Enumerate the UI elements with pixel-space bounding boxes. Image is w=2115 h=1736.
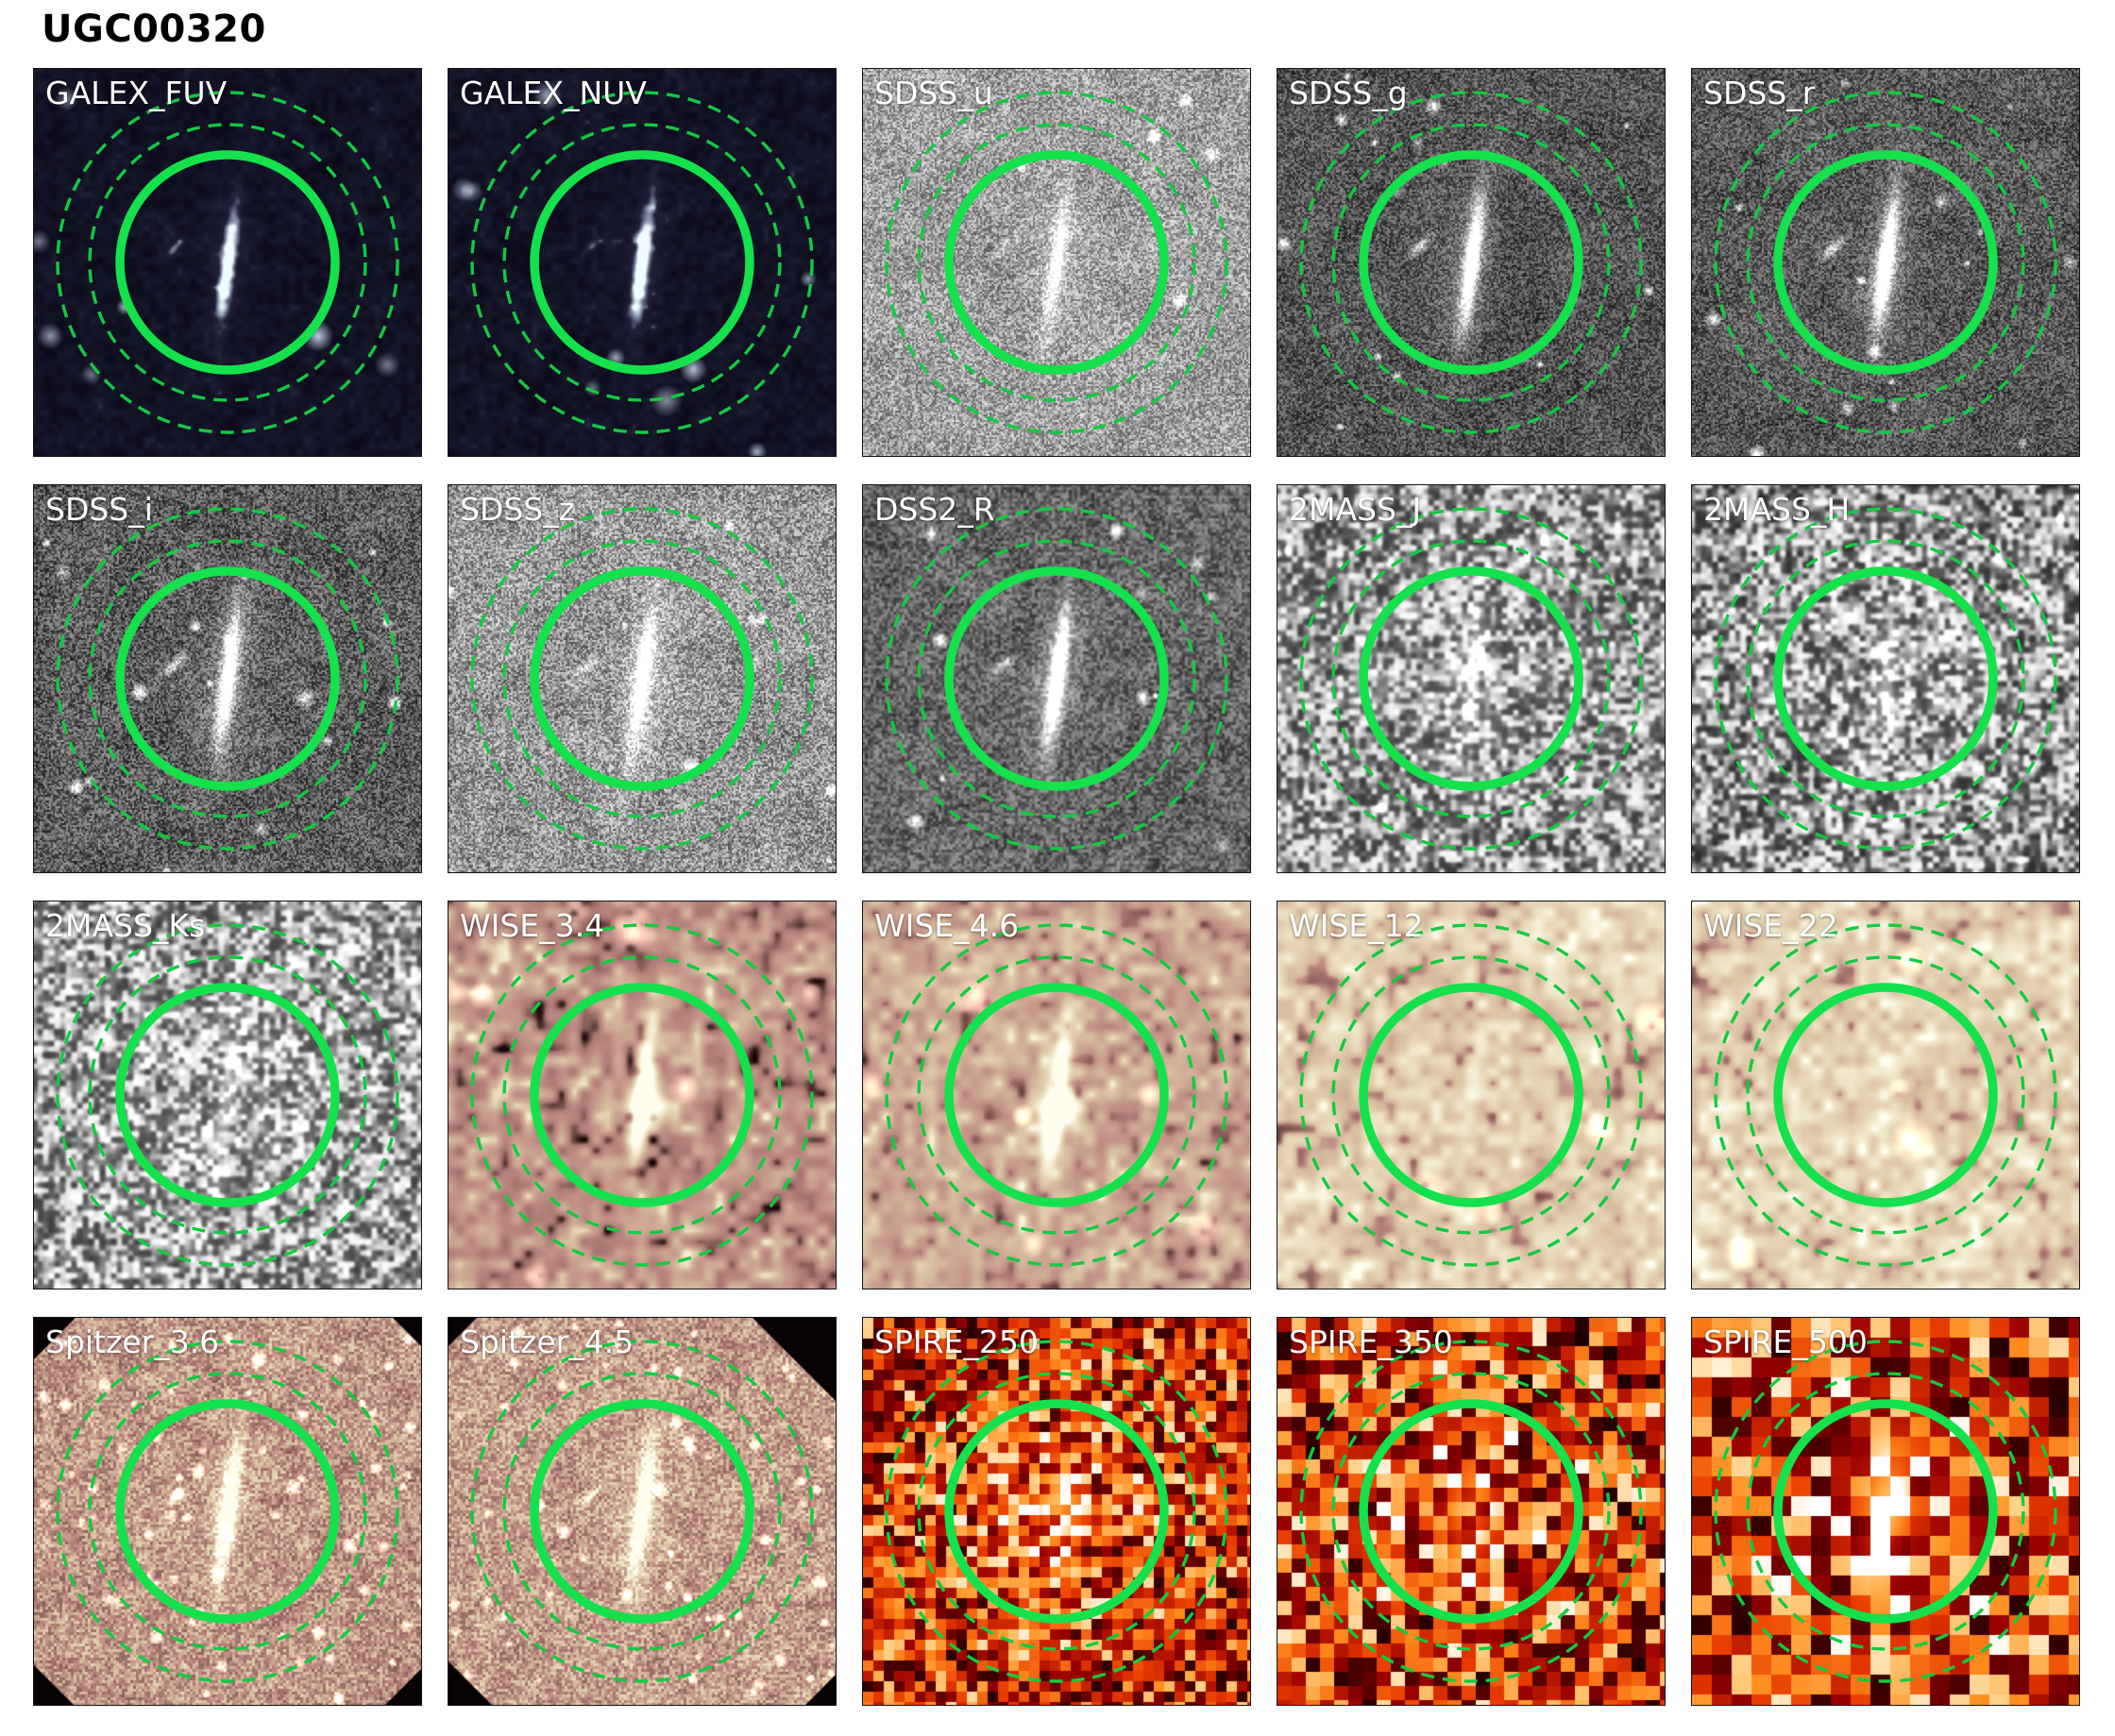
- panel-2MASS_J: 2MASS_J: [1277, 484, 1666, 873]
- sky-image-canvas: [448, 902, 836, 1289]
- band-label: WISE_22: [1703, 907, 1838, 944]
- band-label: WISE_4.6: [874, 907, 1020, 944]
- sky-image-canvas: [1692, 485, 2079, 872]
- panel-WISE_3.4: WISE_3.4: [448, 901, 837, 1289]
- panel-SDSS_g: SDSS_g: [1277, 68, 1666, 457]
- panel-DSS2_R: DSS2_R: [862, 484, 1251, 873]
- band-label: WISE_12: [1289, 907, 1424, 944]
- figure-title: UGC00320: [42, 8, 266, 51]
- band-label: SDSS_z: [460, 491, 576, 528]
- band-label: Spitzer_3.6: [45, 1323, 220, 1360]
- sky-image-canvas: [1692, 1318, 2079, 1705]
- sky-image-canvas: [1277, 1318, 1665, 1705]
- panel-SDSS_i: SDSS_i: [33, 484, 422, 873]
- sky-image-canvas: [863, 69, 1250, 456]
- band-label: Spitzer_4.5: [460, 1323, 634, 1360]
- panel-SDSS_r: SDSS_r: [1691, 68, 2080, 457]
- band-label: 2MASS_H: [1703, 491, 1851, 528]
- band-label: 2MASS_J: [1289, 491, 1422, 528]
- band-label: SDSS_u: [874, 75, 993, 111]
- band-label: SPIRE_250: [874, 1323, 1039, 1360]
- panel-GALEX_FUV: GALEX_FUV: [33, 68, 422, 457]
- band-label: SDSS_r: [1703, 75, 1816, 111]
- panel-WISE_12: WISE_12: [1277, 901, 1666, 1289]
- panel-WISE_22: WISE_22: [1691, 901, 2080, 1289]
- band-label: GALEX_NUV: [460, 75, 647, 111]
- band-label: GALEX_FUV: [45, 75, 228, 111]
- sky-image-canvas: [1692, 69, 2079, 456]
- sky-image-canvas: [1277, 69, 1665, 456]
- panel-2MASS_Ks: 2MASS_Ks: [33, 901, 422, 1289]
- panel-SDSS_u: SDSS_u: [862, 68, 1251, 457]
- sky-image-canvas: [34, 1318, 421, 1705]
- sky-image-canvas: [863, 1318, 1250, 1705]
- sky-image-canvas: [1277, 902, 1665, 1289]
- panel-2MASS_H: 2MASS_H: [1691, 484, 2080, 873]
- sky-image-canvas: [34, 485, 421, 872]
- sky-image-canvas: [448, 485, 836, 872]
- band-label: SDSS_g: [1289, 75, 1408, 111]
- band-label: SPIRE_350: [1289, 1323, 1453, 1360]
- band-label: SDSS_i: [45, 491, 153, 528]
- sky-image-canvas: [863, 485, 1250, 872]
- panel-WISE_4.6: WISE_4.6: [862, 901, 1251, 1289]
- panel-Spitzer_4.5: Spitzer_4.5: [448, 1317, 837, 1706]
- panel-SPIRE_250: SPIRE_250: [862, 1317, 1251, 1706]
- sky-image-canvas: [1277, 485, 1665, 872]
- panel-Spitzer_3.6: Spitzer_3.6: [33, 1317, 422, 1706]
- sky-image-canvas: [1692, 902, 2079, 1289]
- panel-SPIRE_350: SPIRE_350: [1277, 1317, 1666, 1706]
- sky-image-canvas: [448, 69, 836, 456]
- sky-image-canvas: [34, 902, 421, 1289]
- band-label: 2MASS_Ks: [45, 907, 206, 944]
- sky-image-canvas: [863, 902, 1250, 1289]
- band-label: DSS2_R: [874, 491, 995, 528]
- panel-SPIRE_500: SPIRE_500: [1691, 1317, 2080, 1706]
- band-label: WISE_3.4: [460, 907, 605, 944]
- sky-image-canvas: [34, 69, 421, 456]
- band-label: SPIRE_500: [1703, 1323, 1868, 1360]
- panel-GALEX_NUV: GALEX_NUV: [448, 68, 837, 457]
- sky-image-canvas: [448, 1318, 836, 1705]
- panel-SDSS_z: SDSS_z: [448, 484, 837, 873]
- panel-grid: GALEX_FUV GALEX_NUV SDSS_u SDSS_g SDSS_r SDSS…: [33, 68, 2080, 1706]
